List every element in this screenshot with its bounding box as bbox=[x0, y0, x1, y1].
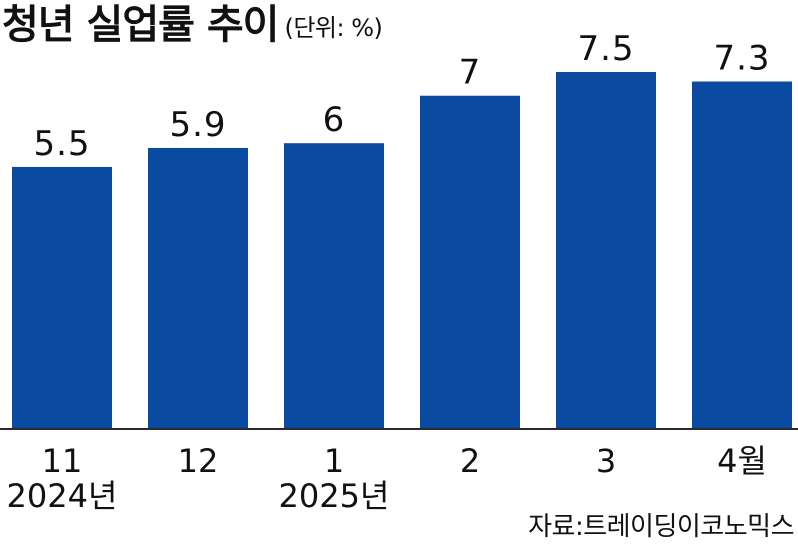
value-label-2: 5.9 bbox=[169, 105, 226, 145]
value-label-3: 6 bbox=[323, 100, 346, 140]
category-label-4: 2 bbox=[460, 442, 480, 480]
value-label-5: 7.5 bbox=[577, 29, 634, 69]
bar-3 bbox=[284, 143, 384, 428]
bar-4 bbox=[420, 95, 520, 428]
value-label-6: 7.3 bbox=[713, 38, 770, 78]
bar-1 bbox=[12, 166, 112, 428]
title-row: 청년 실업률 추이 (단위: %) bbox=[2, 0, 383, 50]
chart-title: 청년 실업률 추이 bbox=[2, 2, 279, 48]
bar-2 bbox=[148, 147, 248, 429]
category-label-2: 12 bbox=[178, 442, 219, 480]
bar-5 bbox=[556, 72, 656, 428]
bar-6 bbox=[692, 81, 792, 428]
category-label-5: 3 bbox=[596, 442, 616, 480]
category-label-1: 11 bbox=[42, 442, 83, 480]
category-label-6: 4월 bbox=[717, 442, 767, 480]
value-label-1: 5.5 bbox=[33, 124, 90, 164]
year-label-1: 2024년 bbox=[7, 477, 118, 515]
unit-label: (단위: %) bbox=[284, 14, 383, 42]
category-label-3: 1 bbox=[324, 442, 344, 480]
year-label-3: 2025년 bbox=[279, 477, 390, 515]
source-label: 자료:트레이딩이코노믹스 bbox=[528, 512, 794, 542]
value-label-4: 7 bbox=[459, 53, 482, 93]
